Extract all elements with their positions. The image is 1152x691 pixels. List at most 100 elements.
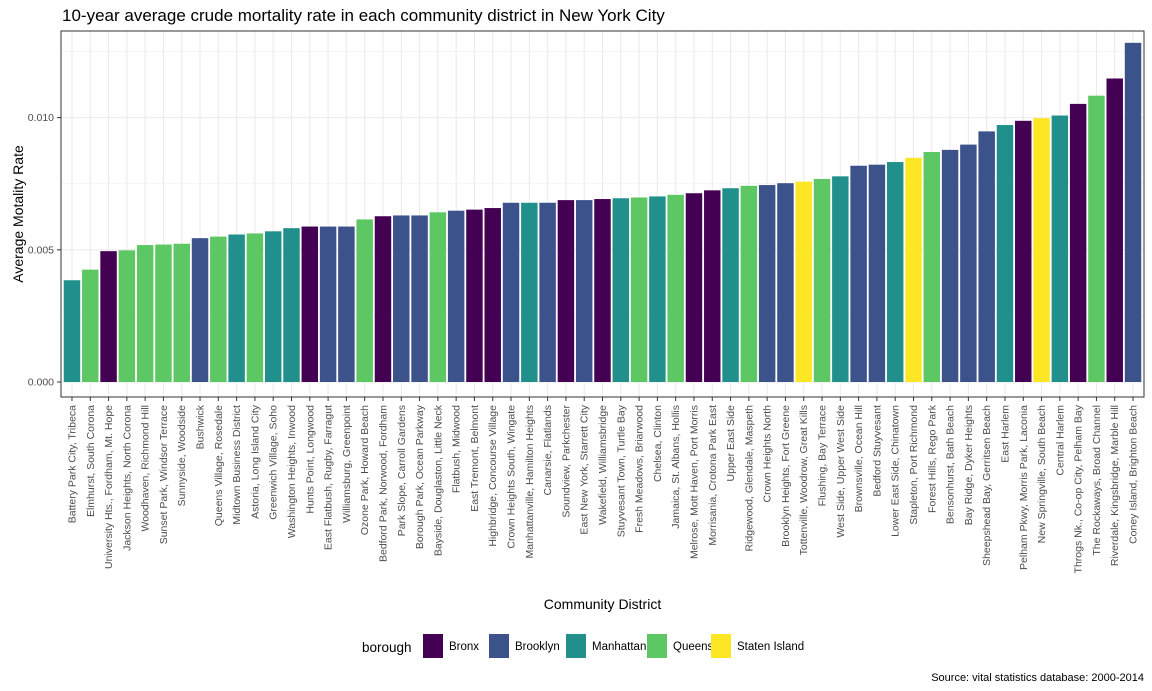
legend-swatch [647,634,667,658]
bar [136,245,154,382]
x-tick-label: Williamsburg, Greenpoint [341,405,353,523]
bar [649,196,666,382]
x-tick-label: Bensonhurst, Bath Beach [945,405,957,524]
x-tick-label: Tottenville, Woodrow, Great Kills [798,405,810,555]
legend-label: Staten Island [737,641,804,653]
bar [758,185,776,382]
x-tick-label: Bedford Park, Norwood, Fordham [377,405,389,562]
bar [832,176,849,382]
legend-swatch [566,634,586,658]
legend-title: borough [362,640,412,655]
x-tick-label: East New York, Starrett City [579,404,591,534]
x-tick-label: Bayside, Douglaston, Little Neck [432,404,444,556]
y-tick-label: 0.000 [28,377,54,389]
x-tick-label: University Hts., Fordham, Mt. Hope [103,405,115,569]
x-tick-label: Stuyvesant Town, Turtle Bay [615,404,627,537]
bar [466,209,483,382]
legend-swatch [423,634,443,658]
bar [521,202,538,382]
bar [374,216,392,382]
x-tick-label: Lower East Side, Chinatown [890,405,902,537]
x-tick-label: Bay Ridge, Dyker Heights [963,405,975,525]
bar [923,152,941,382]
x-tick-label: Park Slope, Carroll Gardens [396,405,408,536]
x-tick-label: Hunts Point, Longwood [304,405,316,514]
bar [1033,118,1050,382]
x-tick-label: Ozone Park, Howard Beach [359,405,371,535]
x-tick-label: Sheepshead Bay, Gerritsen Beach [981,405,993,566]
bar [850,165,867,382]
bar [264,231,282,382]
bar [704,190,721,382]
legend-swatch [489,634,509,658]
bar [447,210,465,382]
bar [155,244,172,382]
x-axis-title: Community District [544,596,662,612]
bar [575,200,593,382]
bar [191,238,209,382]
legend-swatch [711,634,731,658]
bar [996,125,1014,382]
x-tick-label: Canarsie, Flatlands [542,405,554,495]
x-axis: Battery Park City, Tribeca Elmhurst, Sout… [66,397,1140,573]
bar [722,188,739,382]
x-tick-label: West Side, Upper West Side [835,405,847,538]
bar [868,164,886,382]
y-tick-label: 0.005 [28,244,54,256]
x-tick-label: Throgs Nk., Co-op City, Pelham Bay [1073,404,1085,573]
bars [63,42,1142,383]
x-tick-label: Crown Heights North [762,405,774,503]
x-tick-label: Fresh Meadows, Briarwood [634,405,646,533]
x-tick-label: Bedford Stuyvesant [871,405,883,497]
x-tick-label: Morrisania, Crotona Park East [707,405,719,546]
x-tick-label: Midtown Business District [231,405,243,525]
x-tick-label: Flatbush, Midwood [451,405,463,493]
bar [594,199,611,382]
x-tick-label: Washington Heights, Inwood [286,405,298,538]
bar [301,226,319,382]
x-tick-label: Forest Hills, Rego Park [926,404,938,513]
bar [228,234,245,382]
bar [612,198,630,382]
x-tick-label: New Springville, South Beach [1036,405,1048,543]
bar [356,219,373,382]
bar [1051,115,1069,382]
bar [319,226,337,382]
bar [338,226,355,382]
x-tick-label: Chelsea, Clinton [652,405,664,482]
x-tick-label: Crown Heights South, Wingate [506,405,518,549]
x-tick-label: Stapleton, Port Richmond [908,405,920,525]
x-tick-label: Woodhaven, Richmond Hill [140,405,152,531]
x-tick-label: The Rockaways, Broad Channel [1091,405,1103,556]
x-tick-label: Battery Park City, Tribeca [66,405,78,523]
y-axis-title: Average Motality Rate [10,145,26,283]
x-tick-label: Flushing, Bay Terrace [817,405,829,507]
x-tick-label: Brooklyn Heights, Fort Greene [780,405,792,547]
x-tick-label: Jamaica, St. Albans, Hollis [670,405,682,529]
bar [813,178,831,382]
legend-label: Bronx [449,641,479,653]
x-tick-label: Borough Park, Ocean Parkway [414,404,426,549]
bar [941,149,959,382]
chart-title: 10-year average crude mortality rate in … [62,6,665,25]
legend-label: Queens [673,641,714,653]
bar [100,251,117,382]
x-tick-label: Coney Island, Brighton Beach [1128,405,1140,544]
x-tick-label: East Flatbush, Rugby, Farragut [323,405,335,550]
bar [283,228,300,382]
bar [740,185,758,382]
bar [557,200,575,382]
x-tick-label: Manhattanville, Hamilton Heights [524,405,536,559]
x-tick-label: Upper East Side [725,405,737,482]
bar [539,202,556,382]
x-tick-label: Queens Village, Rosedale [213,405,225,526]
x-tick-label: East Harlem [999,405,1011,463]
bar [667,194,684,382]
x-tick-label: Greenwich Village, Soho [268,405,280,520]
bar [411,215,428,382]
bar [1106,78,1123,383]
legend-label: Brooklyn [515,641,560,653]
x-tick-label: Elmhurst, South Corona [85,405,97,517]
bar [210,236,227,382]
